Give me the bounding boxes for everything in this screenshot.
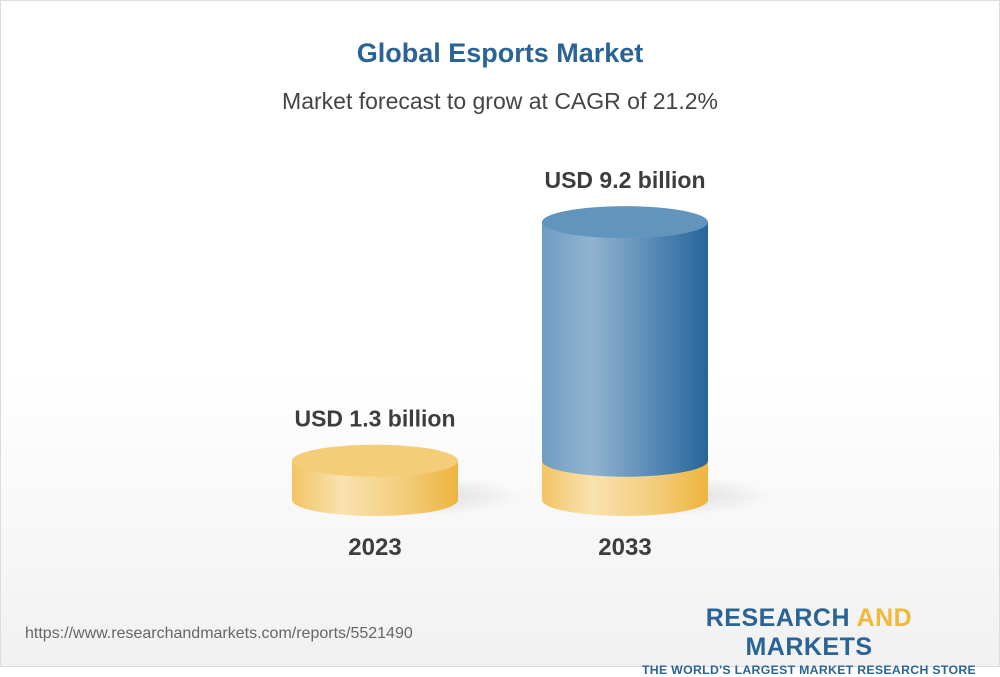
cylinder-2023-top	[292, 444, 458, 477]
logo-text-and: AND	[856, 604, 913, 632]
logo-tagline: THE WORLD'S LARGEST MARKET RESEARCH STOR…	[641, 663, 977, 677]
research-and-markets-logo: RESEARCH AND MARKETS THE WORLD'S LARGEST…	[641, 604, 977, 677]
logo-text-markets: MARKETS	[745, 633, 873, 661]
logo-text-research: RESEARCH	[705, 604, 857, 632]
chart-title: Global Esports Market	[356, 38, 644, 68]
x-tick-label-2023: 2023	[348, 534, 401, 561]
data-label-2023: USD 1.3 billion	[294, 406, 455, 432]
data-label-2033: USD 9.2 billion	[544, 167, 705, 193]
source-url[interactable]: https://www.researchandmarkets.com/repor…	[25, 625, 413, 642]
cylinder-2033-top	[542, 206, 708, 239]
chart-subtitle: Market forecast to grow at CAGR of 21.2%	[282, 88, 718, 114]
x-tick-label-2033: 2033	[598, 534, 651, 561]
cylinder-2033-body	[542, 222, 708, 477]
